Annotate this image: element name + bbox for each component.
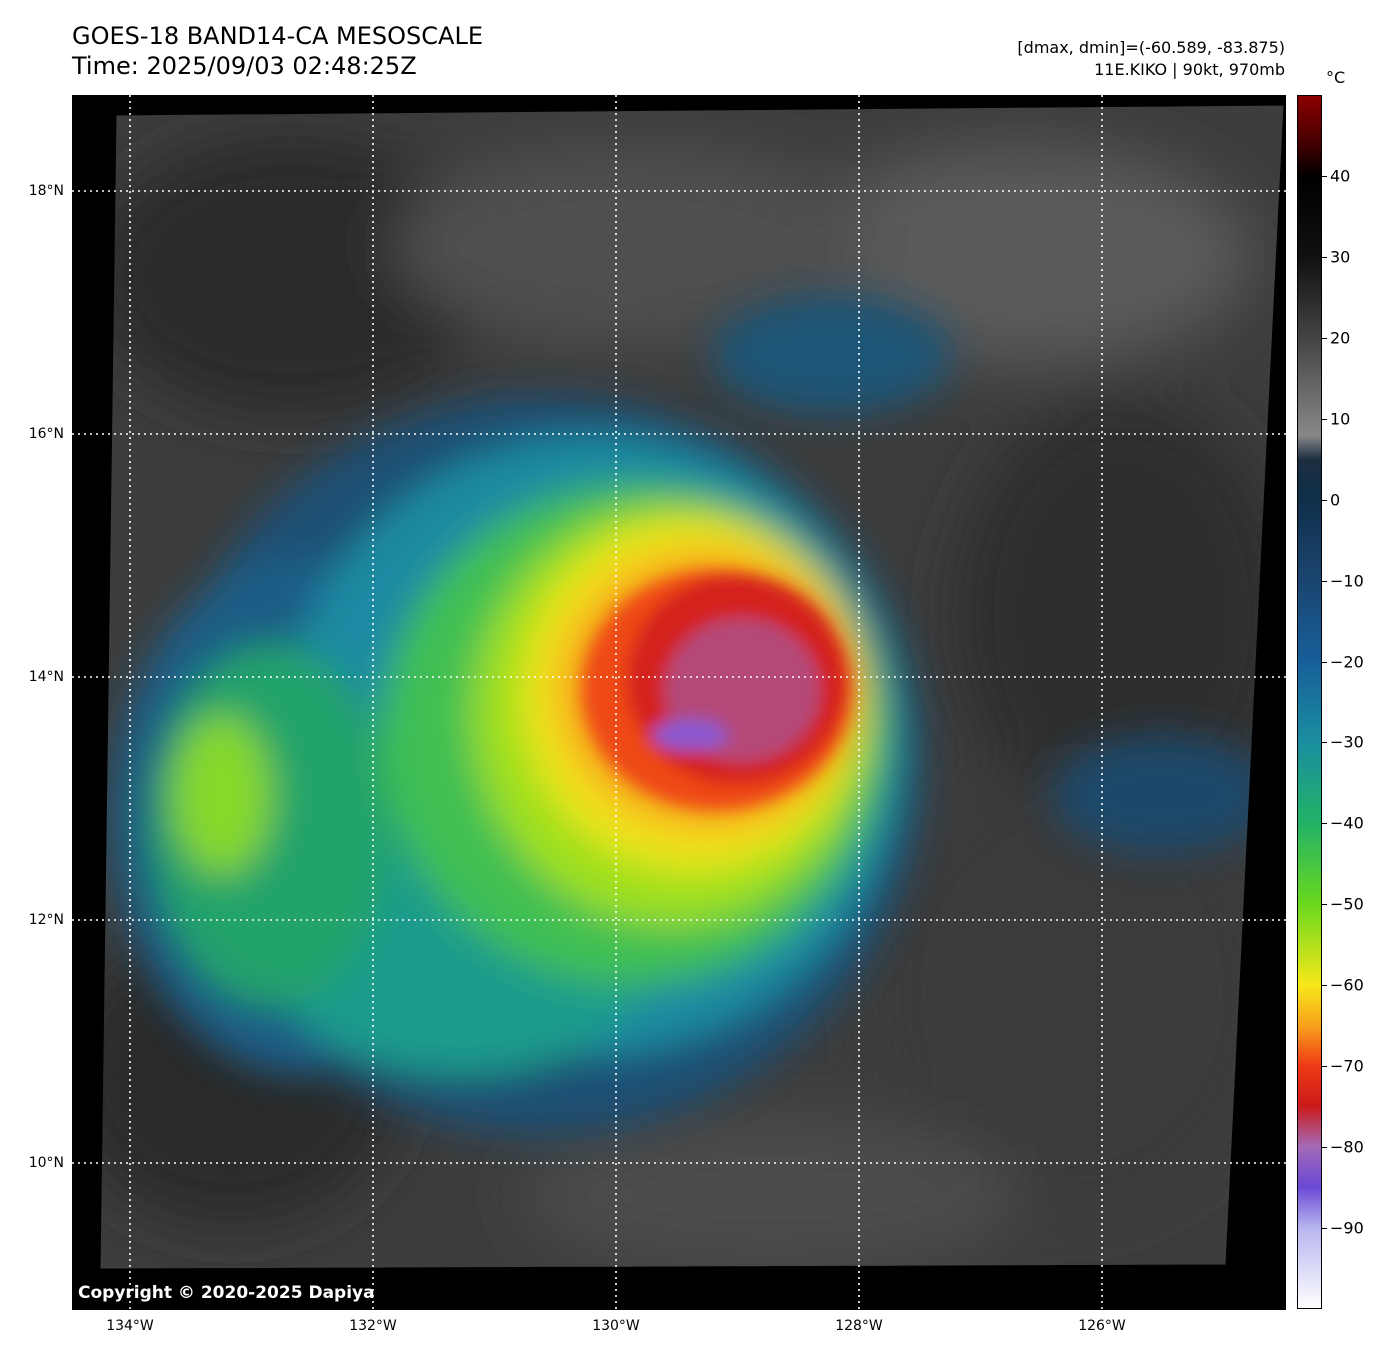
colorbar-tick-label: −20	[1330, 652, 1364, 672]
colorbar-tick-mark	[1322, 256, 1327, 258]
colorbar-tick-mark	[1322, 661, 1327, 663]
colorbar-tick-label: 10	[1330, 409, 1351, 429]
storm-cloud-bands	[112, 295, 1272, 1135]
central-dense-overcast	[582, 570, 852, 810]
colorbar-tick-label: −80	[1330, 1137, 1364, 1157]
latitude-label: 12°N	[28, 912, 64, 928]
colorbar-tick-label: −60	[1330, 975, 1364, 995]
colorbar-tick-mark	[1322, 580, 1327, 582]
colorbar-tick-mark	[1322, 985, 1327, 987]
colorbar-tick-mark	[1322, 823, 1327, 825]
longitude-label: 134°W	[106, 1318, 154, 1334]
colorbar-tick-label: 40	[1330, 166, 1351, 186]
copyright-text: Copyright © 2020-2025 Dapiya	[78, 1283, 375, 1303]
longitude-label: 126°W	[1078, 1318, 1126, 1334]
colorbar-tick-label: 20	[1330, 328, 1351, 348]
satellite-image: Copyright © 2020-2025 Dapiya	[72, 95, 1286, 1310]
infrared-imagery	[72, 95, 1286, 1310]
colorbar-tick-label: 30	[1330, 247, 1351, 267]
colorbar-tick-mark	[1322, 904, 1327, 906]
colorbar-tick-mark	[1322, 1228, 1327, 1230]
colorbar-tick-mark	[1322, 418, 1327, 420]
colorbar-tick-mark	[1322, 1066, 1327, 1068]
latitude-label: 14°N	[28, 669, 64, 685]
colorbar-tick-label: 0	[1330, 490, 1341, 510]
temperature-colorbar	[1297, 95, 1322, 1309]
latitude-label: 18°N	[28, 183, 64, 199]
colorbar-tick-label: −90	[1330, 1218, 1364, 1238]
colorbar-unit: °C	[1326, 68, 1346, 87]
longitude-label: 128°W	[835, 1318, 883, 1334]
longitude-label: 132°W	[349, 1318, 397, 1334]
colorbar-tick-label: −10	[1330, 571, 1364, 591]
latitude-label: 10°N	[28, 1155, 64, 1171]
colorbar-tick-mark	[1322, 499, 1327, 501]
timestamp: Time: 2025/09/03 02:48:25Z	[72, 52, 417, 80]
colorbar-tick-label: −50	[1330, 894, 1364, 914]
lat-lon-gridlines	[72, 95, 1286, 1310]
colorbar-tick-label: −30	[1330, 732, 1364, 752]
colorbar-tick-mark	[1322, 1147, 1327, 1149]
latitude-label: 16°N	[28, 426, 64, 442]
temperature-range-label: [dmax, dmin]=(-60.589, -83.875)	[1017, 38, 1285, 57]
longitude-label: 130°W	[592, 1318, 640, 1334]
colorbar-tick-label: −70	[1330, 1056, 1364, 1076]
colorbar-tick-mark	[1322, 337, 1327, 339]
colorbar-tick-mark	[1322, 742, 1327, 744]
colorbar-tick-label: −40	[1330, 813, 1364, 833]
storm-info-label: 11E.KIKO | 90kt, 970mb	[1094, 60, 1285, 79]
map-title: GOES-18 BAND14-CA MESOSCALE	[72, 22, 483, 50]
colorbar-tick-mark	[1322, 175, 1327, 177]
